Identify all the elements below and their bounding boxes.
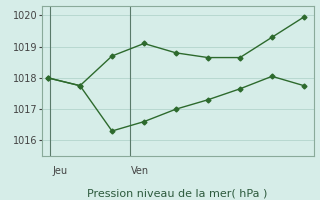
Text: Ven: Ven — [131, 166, 149, 177]
Text: Jeu: Jeu — [52, 166, 68, 177]
Text: Pression niveau de la mer( hPa ): Pression niveau de la mer( hPa ) — [87, 189, 268, 199]
